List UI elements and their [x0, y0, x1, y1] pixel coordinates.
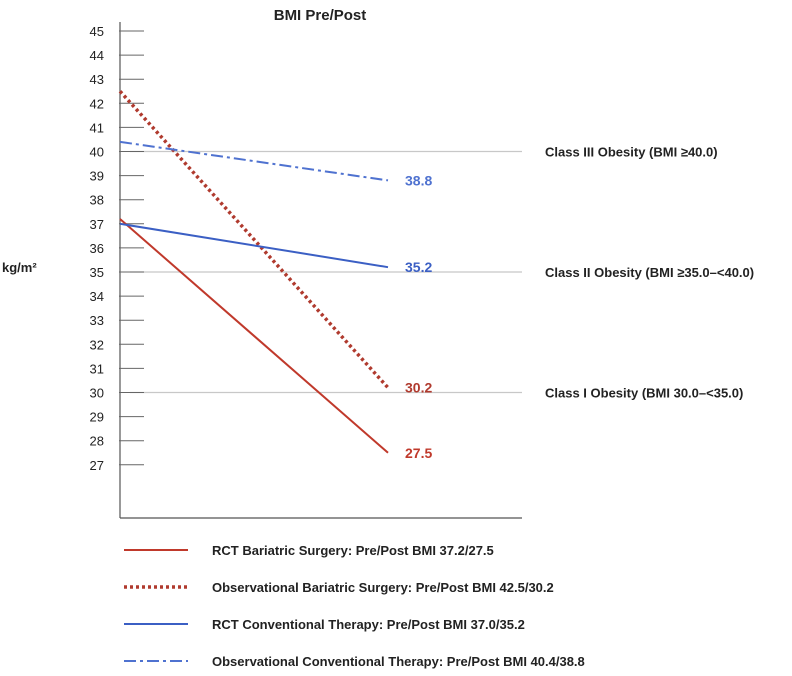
series-line: [119, 222, 389, 269]
y-tick-label: 40: [90, 145, 104, 160]
y-tick-label: 34: [90, 289, 104, 304]
y-tick-label: 27: [90, 458, 104, 473]
series-end-label: 38.8: [405, 172, 432, 188]
y-tick-label: 37: [90, 217, 104, 232]
reference-line-label: Class I Obesity (BMI 30.0–<35.0): [545, 386, 743, 401]
y-tick-label: 36: [90, 241, 104, 256]
y-tick-label: 28: [90, 434, 104, 449]
y-axis-label: kg/m²: [2, 260, 37, 275]
legend-entry: Observational Conventional Therapy: Pre/…: [212, 654, 585, 669]
chart-title: BMI Pre/Post: [274, 7, 367, 24]
y-tick-label: 43: [90, 72, 104, 87]
series-line: [119, 218, 389, 454]
y-tick-label: 39: [90, 169, 104, 184]
series-end-label: 27.5: [405, 445, 432, 461]
y-tick-label: 32: [90, 337, 104, 352]
series-line: [119, 140, 389, 182]
reference-line-label: Class II Obesity (BMI ≥35.0–<40.0): [545, 265, 754, 280]
legend: RCT Bariatric Surgery: Pre/Post BMI 37.2…: [124, 543, 585, 669]
y-tick-label: 30: [90, 386, 104, 401]
y-tick-label: 31: [90, 361, 104, 376]
legend-entry: Observational Bariatric Surgery: Pre/Pos…: [212, 580, 554, 595]
series-line: [118, 90, 390, 389]
series-end-label: 35.2: [405, 259, 432, 275]
y-tick-label: 44: [90, 48, 104, 63]
y-tick-label: 35: [90, 265, 104, 280]
y-tick-label: 38: [90, 193, 104, 208]
y-tick-label: 29: [90, 410, 104, 425]
reference-line-label: Class III Obesity (BMI ≥40.0): [545, 145, 718, 160]
y-tick-label: 41: [90, 120, 104, 135]
legend-entry: RCT Conventional Therapy: Pre/Post BMI 3…: [212, 617, 525, 632]
y-tick-label: 33: [90, 313, 104, 328]
axes: 27 28 29 30 31 32 33 34 35 36 37 38 39 40 41 42 43 44 45: [90, 22, 522, 519]
reference-lines: Class III Obesity (BMI ≥40.0) Class II Ob…: [130, 145, 754, 401]
series-lines: 27.5 30.2 35.2 38.8: [118, 90, 432, 461]
y-tick-label: 42: [90, 96, 104, 111]
legend-entry: RCT Bariatric Surgery: Pre/Post BMI 37.2…: [212, 543, 494, 558]
series-end-label: 30.2: [405, 380, 432, 396]
y-tick-label: 45: [90, 24, 104, 39]
